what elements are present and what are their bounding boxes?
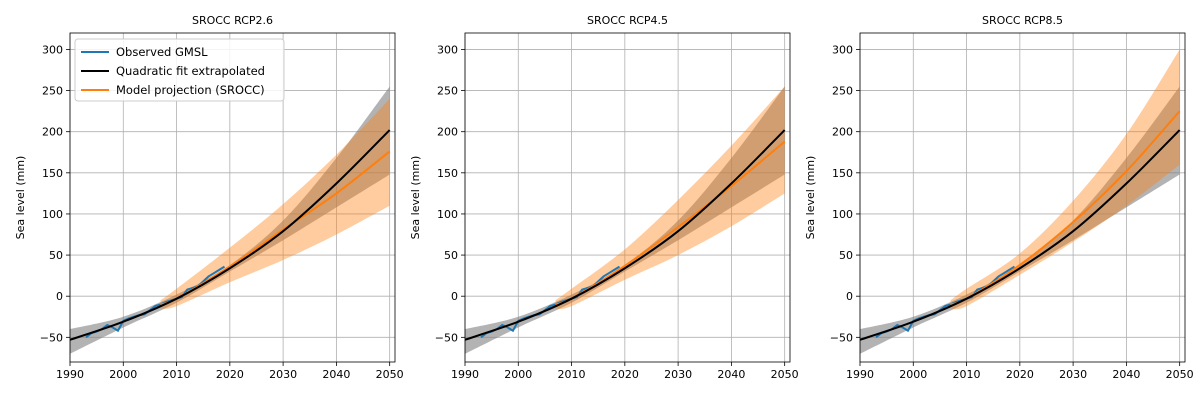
y-tick-label: 50 [839, 249, 853, 262]
x-tick-label: 2030 [269, 368, 297, 381]
plot-area [465, 86, 786, 354]
legend-box [74, 38, 285, 102]
chart-title: SROCC RCP4.5 [587, 14, 668, 27]
legend: Observed GMSL Quadratic fit extrapolated M… [74, 38, 285, 102]
y-tick-label: 0 [56, 290, 63, 303]
x-tick-label: 2020 [216, 368, 244, 381]
y-axis-label: Sea level (mm) [14, 156, 27, 240]
plot-area [70, 86, 391, 354]
chart-title: SROCC RCP2.6 [192, 14, 273, 27]
axes-frame [859, 32, 1186, 363]
x-tick-label: 2020 [611, 368, 639, 381]
legend-label: Observed GMSL [116, 45, 208, 59]
x-tick-label: 2010 [953, 368, 981, 381]
chart-title: SROCC RCP8.5 [982, 14, 1063, 27]
legend-label: Model projection (SROCC) [116, 83, 265, 97]
fit-uncertainty-band [465, 86, 785, 354]
fit-uncertainty-band [70, 86, 390, 354]
y-tick-label: 250 [42, 85, 63, 98]
y-tick-label: 50 [444, 249, 458, 262]
series-line-quadratic-fit [465, 129, 786, 341]
x-tick-label: 2040 [322, 368, 350, 381]
series-line-quadratic-fit [860, 129, 1181, 341]
y-tick-label: 200 [832, 126, 853, 139]
x-tick-label: 2030 [664, 368, 692, 381]
fit-uncertainty-band [860, 86, 1180, 354]
x-tick-label: 1990 [451, 368, 479, 381]
y-tick-label: 50 [49, 249, 63, 262]
x-tick-label: 2040 [1112, 368, 1140, 381]
y-tick-label: 150 [437, 167, 458, 180]
x-tick-label: 2050 [376, 368, 404, 381]
y-axis-label: Sea level (mm) [409, 156, 422, 240]
axes-frame [464, 32, 791, 363]
y-tick-label: 100 [437, 208, 458, 221]
x-tick-label: 2010 [558, 368, 586, 381]
y-tick-label: 250 [832, 85, 853, 98]
series-line-quadratic-fit [70, 129, 391, 341]
plot-area [860, 49, 1181, 354]
y-tick-label: 0 [451, 290, 458, 303]
x-tick-label: 1990 [846, 368, 874, 381]
model-projection-band [160, 98, 390, 309]
y-tick-label: 150 [832, 167, 853, 180]
x-tick-label: 2050 [1166, 368, 1194, 381]
y-tick-label: −50 [435, 331, 458, 344]
x-tick-label: 2040 [717, 368, 745, 381]
y-tick-label: 0 [846, 290, 853, 303]
x-tick-label: 2010 [163, 368, 191, 381]
y-axis-label: Sea level (mm) [804, 156, 817, 240]
y-tick-label: 300 [832, 43, 853, 56]
axes-frame [69, 32, 396, 363]
y-tick-label: 250 [437, 85, 458, 98]
x-tick-label: 2000 [109, 368, 137, 381]
x-tick-label: 2050 [771, 368, 799, 381]
y-tick-label: 100 [832, 208, 853, 221]
legend-label: Quadratic fit extrapolated [116, 64, 265, 78]
x-tick-label: 2030 [1059, 368, 1087, 381]
model-projection-band [950, 49, 1180, 310]
y-tick-label: 100 [42, 208, 63, 221]
y-tick-label: −50 [40, 331, 63, 344]
x-tick-label: 1990 [56, 368, 84, 381]
x-tick-label: 2000 [504, 368, 532, 381]
x-tick-label: 2020 [1006, 368, 1034, 381]
y-tick-label: 300 [437, 43, 458, 56]
y-tick-label: −50 [830, 331, 853, 344]
y-tick-label: 200 [437, 126, 458, 139]
y-tick-label: 300 [42, 43, 63, 56]
y-tick-label: 150 [42, 167, 63, 180]
y-tick-label: 200 [42, 126, 63, 139]
x-tick-label: 2000 [899, 368, 927, 381]
model-projection-band [555, 86, 785, 309]
